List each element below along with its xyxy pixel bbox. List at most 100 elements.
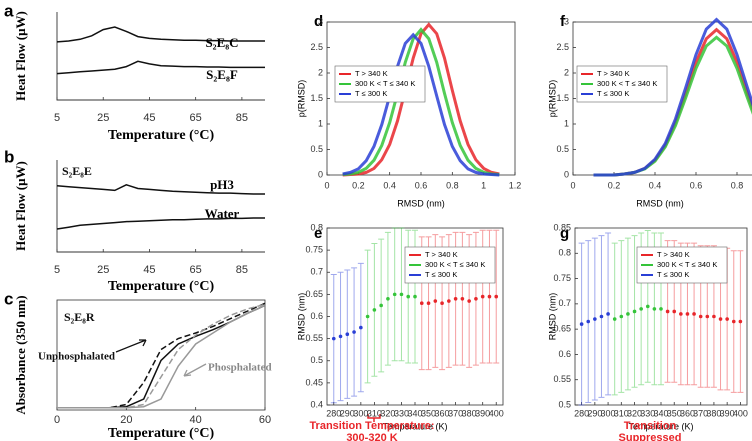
legend-label: T > 340 K (597, 69, 630, 78)
x-tick-label: 400 (489, 408, 504, 418)
point (332, 337, 336, 341)
x-tick-label: 20 (120, 414, 132, 426)
x-tick-label: 0 (324, 180, 329, 190)
point (620, 315, 624, 319)
x-tick-label: 0.6 (415, 180, 428, 190)
legend-label: T > 340 K (355, 69, 388, 78)
legend-label: T > 340 K (657, 250, 690, 259)
legend-label: 300 K < T ≤ 340 K (657, 260, 717, 269)
legend-label: 300 K < T ≤ 340 K (597, 79, 657, 88)
y-tick-label: 0.5 (558, 399, 571, 409)
y-tick-label: 1 (318, 118, 323, 128)
y-tick-label: 1.5 (556, 93, 569, 103)
x-tick-label: 5 (54, 112, 60, 124)
x-tick-label: 85 (236, 112, 248, 124)
y-tick-label: 2.5 (556, 42, 569, 52)
y-tick-label: 0 (318, 169, 323, 179)
point (739, 320, 743, 324)
legend-label: T ≤ 300 K (597, 89, 629, 98)
arrow (184, 364, 206, 376)
y-tick-label: 0.8 (310, 222, 323, 232)
x-tick-label: 65 (190, 264, 202, 276)
legend-label: T ≤ 300 K (355, 89, 387, 98)
point (672, 310, 676, 314)
point (686, 312, 690, 316)
annotation: S₂E₈R (64, 310, 95, 324)
point (613, 317, 617, 321)
y-axis-label: Heat Flow (μW) (13, 161, 28, 251)
annotation: Unphosphalated (38, 351, 115, 363)
point (659, 307, 663, 311)
y-axis-label: RMSD (nm) (296, 293, 306, 341)
point (359, 326, 363, 330)
annotation: S₂E₈E (62, 164, 92, 178)
series-label: pH3 (210, 177, 234, 192)
series-label: S₂E₈F (206, 67, 238, 82)
y-tick-label: 1.5 (310, 93, 323, 103)
point (413, 295, 417, 299)
legend-label: T > 340 K (425, 250, 458, 259)
y-axis-label: Heat Flow (μW) (13, 11, 28, 101)
point (646, 305, 650, 309)
x-tick-label: 5 (54, 264, 60, 276)
x-tick-label: 0.8 (446, 180, 459, 190)
series-label: Water (205, 206, 240, 221)
x-tick-label: 0 (54, 414, 60, 426)
line-series (343, 35, 500, 175)
annotation: Suppressed (619, 432, 682, 441)
y-tick-label: 0.8 (558, 248, 571, 258)
point (488, 295, 492, 299)
point (352, 330, 356, 334)
point (679, 312, 683, 316)
x-tick-label: 400 (733, 408, 748, 418)
point (719, 317, 723, 321)
y-axis-label: p(RMSD) (296, 80, 306, 118)
x-tick-label: 0.2 (352, 180, 365, 190)
figure: a525456585Temperature (°C)Heat Flow (μW)… (0, 0, 752, 441)
point (420, 301, 424, 305)
y-tick-label: 2 (318, 67, 323, 77)
annotation: 300-320 K (346, 432, 397, 441)
x-tick-label: 1.2 (509, 180, 522, 190)
point (692, 312, 696, 316)
x-tick-label: 25 (97, 264, 109, 276)
y-axis-label: p(RMSD) (547, 80, 557, 118)
legend-label: T ≤ 300 K (425, 270, 457, 279)
y-tick-label: 0.55 (553, 374, 571, 384)
y-tick-label: 0.5 (310, 144, 323, 154)
point (666, 310, 670, 314)
y-tick-label: 0.6 (310, 311, 323, 321)
x-tick-label: 45 (143, 264, 155, 276)
line-series (594, 37, 752, 175)
x-tick-label: 0.4 (383, 180, 396, 190)
x-tick-label: 0.4 (649, 180, 662, 190)
x-axis-label: RMSD (nm) (397, 198, 445, 208)
point (427, 301, 431, 305)
legend-label: T ≤ 300 K (657, 270, 689, 279)
x-axis-label: Temperature (°C) (108, 426, 215, 441)
point (467, 299, 471, 303)
y-tick-label: 3 (564, 16, 569, 26)
point (580, 322, 584, 326)
point (400, 293, 404, 297)
point (593, 317, 597, 321)
x-tick-label: 65 (190, 112, 202, 124)
point (379, 304, 383, 308)
x-tick-label: 45 (143, 112, 155, 124)
point (440, 301, 444, 305)
x-tick-label: 0 (570, 180, 575, 190)
point (706, 315, 710, 319)
point (481, 295, 485, 299)
point (732, 320, 736, 324)
x-tick-label: 0.6 (690, 180, 703, 190)
point (454, 297, 458, 301)
point (712, 315, 716, 319)
point (494, 295, 498, 299)
point (461, 297, 465, 301)
y-tick-label: 1 (564, 118, 569, 128)
x-tick-label: 60 (259, 414, 271, 426)
point (447, 299, 451, 303)
y-axis-label: Absorbance (350 nm) (13, 295, 28, 414)
y-tick-label: 0.5 (310, 355, 323, 365)
x-tick-label: 25 (97, 112, 109, 124)
